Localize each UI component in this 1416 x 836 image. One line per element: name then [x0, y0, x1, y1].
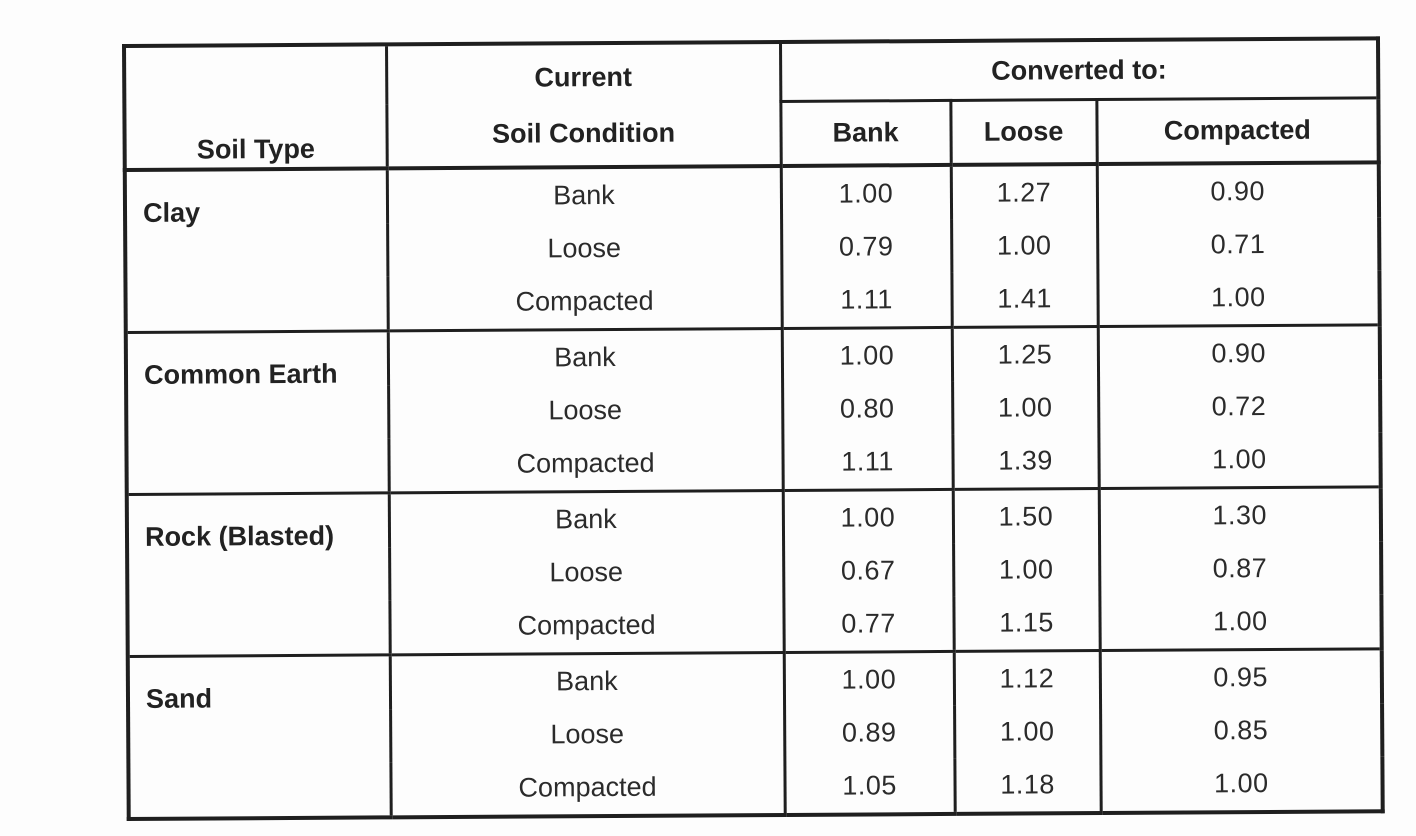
- header-current-soil-condition: Current Soil Condition: [386, 41, 781, 169]
- table-row: Sand Bank 1.00 1.12 0.95: [127, 648, 1383, 819]
- soil-condition-cell: Compacted: [387, 273, 782, 331]
- soil-type-cell: Clay: [124, 168, 388, 333]
- soil-condition-cell: Loose: [387, 220, 782, 277]
- soil-condition-cell: Compacted: [390, 759, 785, 818]
- bank-value-cell: 1.11: [781, 272, 952, 329]
- loose-value-cell: 1.41: [951, 272, 1098, 328]
- header-current-line2: Soil Condition: [491, 117, 676, 149]
- compacted-value-cell: 0.95: [1099, 648, 1383, 706]
- header-bank: Bank: [780, 100, 951, 166]
- soil-condition-cell: Compacted: [389, 597, 784, 655]
- table-row: Common Earth Bank 1.00 1.25 0.90: [125, 324, 1381, 495]
- loose-value-cell: 1.12: [953, 650, 1101, 706]
- bank-value-cell: 1.00: [781, 327, 953, 383]
- loose-value-cell: 1.15: [953, 596, 1100, 652]
- header-compacted: Compacted: [1096, 98, 1379, 165]
- compacted-value-cell: 0.72: [1098, 379, 1381, 435]
- bank-value-cell: 1.00: [783, 651, 955, 707]
- loose-value-cell: 1.00: [952, 381, 1099, 435]
- compacted-value-cell: 0.90: [1097, 324, 1381, 382]
- compacted-value-cell: 1.00: [1097, 270, 1380, 327]
- loose-value-cell: 1.00: [951, 219, 1098, 273]
- soil-condition-cell: Loose: [390, 706, 785, 763]
- bank-value-cell: 1.00: [782, 489, 954, 545]
- bank-value-cell: 0.80: [782, 381, 953, 436]
- compacted-value-cell: 0.85: [1100, 703, 1383, 759]
- compacted-value-cell: 1.00: [1098, 432, 1381, 489]
- loose-value-cell: 1.39: [952, 434, 1099, 490]
- loose-value-cell: 1.50: [952, 488, 1100, 544]
- header-loose: Loose: [950, 99, 1097, 165]
- loose-value-cell: 1.00: [954, 705, 1101, 759]
- bank-value-cell: 1.00: [780, 164, 952, 221]
- loose-value-cell: 1.25: [951, 326, 1099, 382]
- compacted-value-cell: 1.00: [1100, 756, 1383, 814]
- loose-value-cell: 1.18: [954, 758, 1101, 814]
- bank-value-cell: 1.11: [782, 434, 953, 491]
- compacted-value-cell: 0.90: [1096, 162, 1380, 220]
- header-converted-to: Converted to:: [779, 38, 1379, 102]
- bank-value-cell: 0.77: [783, 596, 954, 653]
- soil-condition-cell: Bank: [386, 165, 782, 224]
- soil-type-cell: Rock (Blasted): [126, 492, 390, 657]
- soil-condition-cell: Bank: [387, 328, 783, 386]
- compacted-value-cell: 1.30: [1098, 486, 1382, 544]
- table-header: Soil Type Current Soil Condition Convert…: [124, 38, 1379, 170]
- soil-condition-cell: Bank: [389, 652, 785, 710]
- bank-value-cell: 0.67: [783, 543, 954, 598]
- compacted-value-cell: 0.87: [1099, 541, 1382, 597]
- compacted-value-cell: 0.71: [1097, 217, 1380, 273]
- bank-value-cell: 0.79: [781, 219, 952, 274]
- soil-type-cell: Sand: [127, 654, 391, 819]
- table-row: Rock (Blasted) Bank 1.00 1.50 1.30: [126, 486, 1382, 657]
- soil-condition-cell: Loose: [389, 544, 784, 601]
- soil-type-cell: Common Earth: [125, 330, 389, 495]
- bank-value-cell: 1.05: [784, 758, 955, 815]
- bank-value-cell: 0.89: [784, 705, 955, 760]
- soil-condition-cell: Bank: [388, 490, 784, 548]
- table-row: Clay Bank 1.00 1.27 0.90: [124, 162, 1380, 333]
- loose-value-cell: 1.00: [953, 543, 1100, 597]
- table-body: Clay Bank 1.00 1.27 0.90 Loose 0.79 1.00 0.71 Com…: [124, 162, 1383, 819]
- header-soil-type: Soil Type: [124, 44, 387, 170]
- compacted-value-cell: 1.00: [1099, 594, 1382, 651]
- soil-condition-cell: Loose: [388, 382, 783, 439]
- soil-condition-cell: Compacted: [388, 435, 783, 493]
- header-current-line1: Current: [534, 61, 633, 93]
- loose-value-cell: 1.27: [950, 164, 1098, 220]
- soil-conversion-table: Soil Type Current Soil Condition Convert…: [122, 36, 1385, 821]
